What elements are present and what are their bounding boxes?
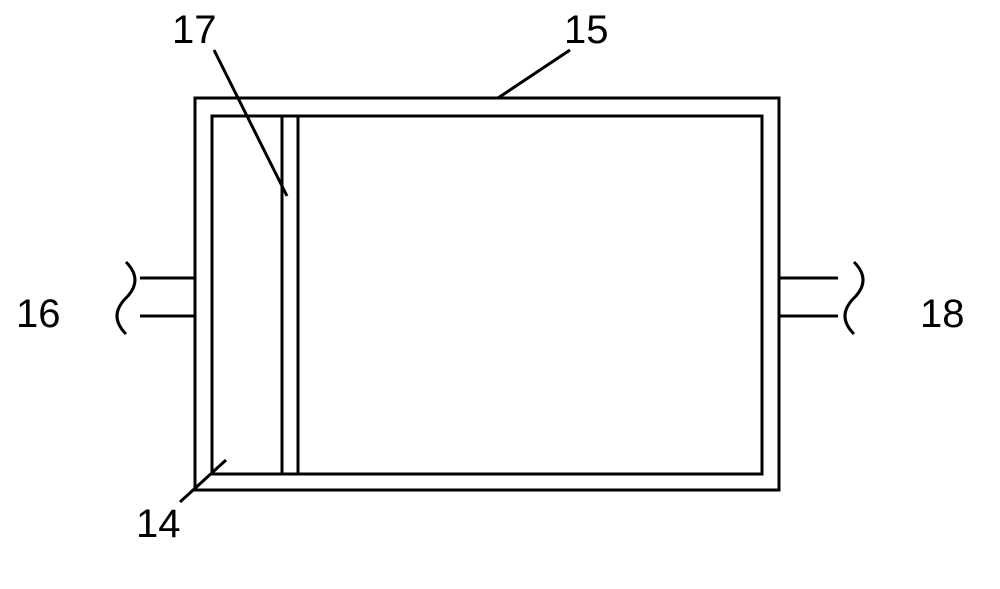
inner-box: [212, 116, 762, 474]
label-16: 16: [16, 292, 61, 337]
label-18: 18: [920, 292, 965, 337]
leader-l14: [180, 460, 226, 502]
label-17: 17: [172, 8, 217, 53]
leader-l15: [498, 50, 570, 98]
break-mark-right: [845, 262, 863, 334]
break-mark-left: [117, 262, 135, 334]
label-15: 15: [564, 8, 609, 53]
diagram-svg: [0, 0, 1000, 589]
diagram-root: 17 15 16 18 14: [0, 0, 1000, 589]
label-14: 14: [136, 502, 181, 547]
leader-l17: [214, 50, 287, 196]
